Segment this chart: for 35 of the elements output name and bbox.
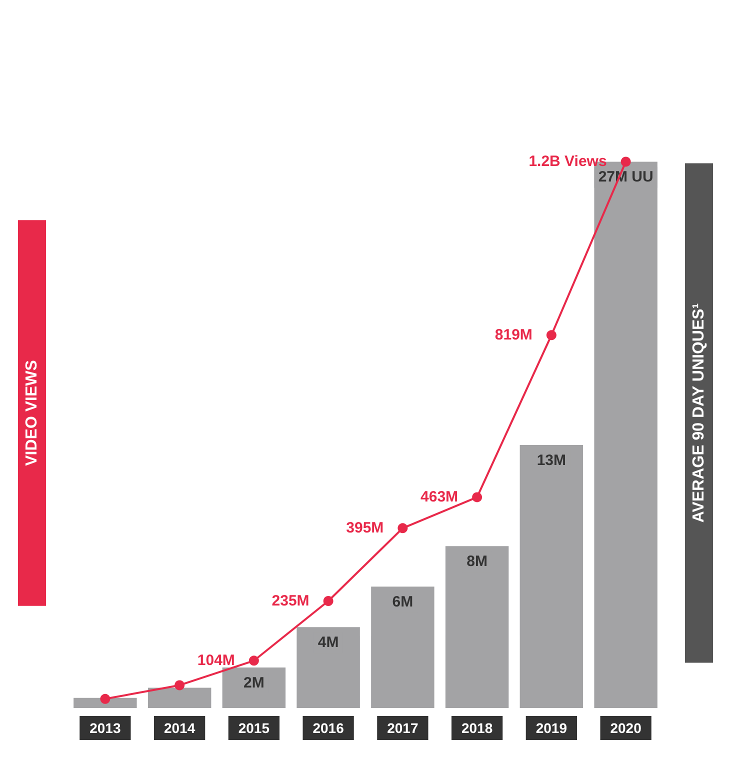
data-label: 13M <box>536 452 566 469</box>
data-label: 463M <box>420 488 458 506</box>
x-tick-label: 2017 <box>387 720 418 736</box>
data-label: 235M <box>272 592 310 610</box>
data-label: 819M <box>494 326 532 344</box>
y-axis-title: VIDEO VIEWS <box>24 360 40 466</box>
bar <box>296 627 360 708</box>
data-label: 6M <box>392 594 414 611</box>
bar <box>74 698 137 708</box>
point <box>323 596 334 606</box>
point <box>472 492 482 502</box>
point <box>100 694 110 704</box>
bar <box>148 688 212 708</box>
bar <box>445 546 509 708</box>
data-label: 104M <box>197 652 235 670</box>
x-tick-label: 2016 <box>312 720 344 736</box>
x-tick-label: 2015 <box>238 720 270 736</box>
data-label: 8M <box>466 553 488 570</box>
data-label: 4M <box>318 634 339 652</box>
data-label: 395M <box>346 520 384 537</box>
bar <box>520 444 584 708</box>
x-tick-label: 2013 <box>90 720 121 736</box>
point <box>620 156 631 167</box>
bar <box>371 586 434 708</box>
point <box>174 680 185 690</box>
x-tick-label: 2018 <box>461 720 493 736</box>
data-label: 1.2B Views <box>528 153 607 170</box>
y2-axis-title: AVERAGE 90 DAY UNIQUES¹ <box>690 303 708 523</box>
x-tick-label: 2019 <box>536 720 568 736</box>
point <box>398 523 408 534</box>
x-tick-label: 2020 <box>610 720 642 736</box>
point <box>248 656 259 666</box>
point <box>546 330 556 340</box>
data-label: 2M <box>244 674 264 692</box>
x-tick-label: 2014 <box>164 720 196 736</box>
